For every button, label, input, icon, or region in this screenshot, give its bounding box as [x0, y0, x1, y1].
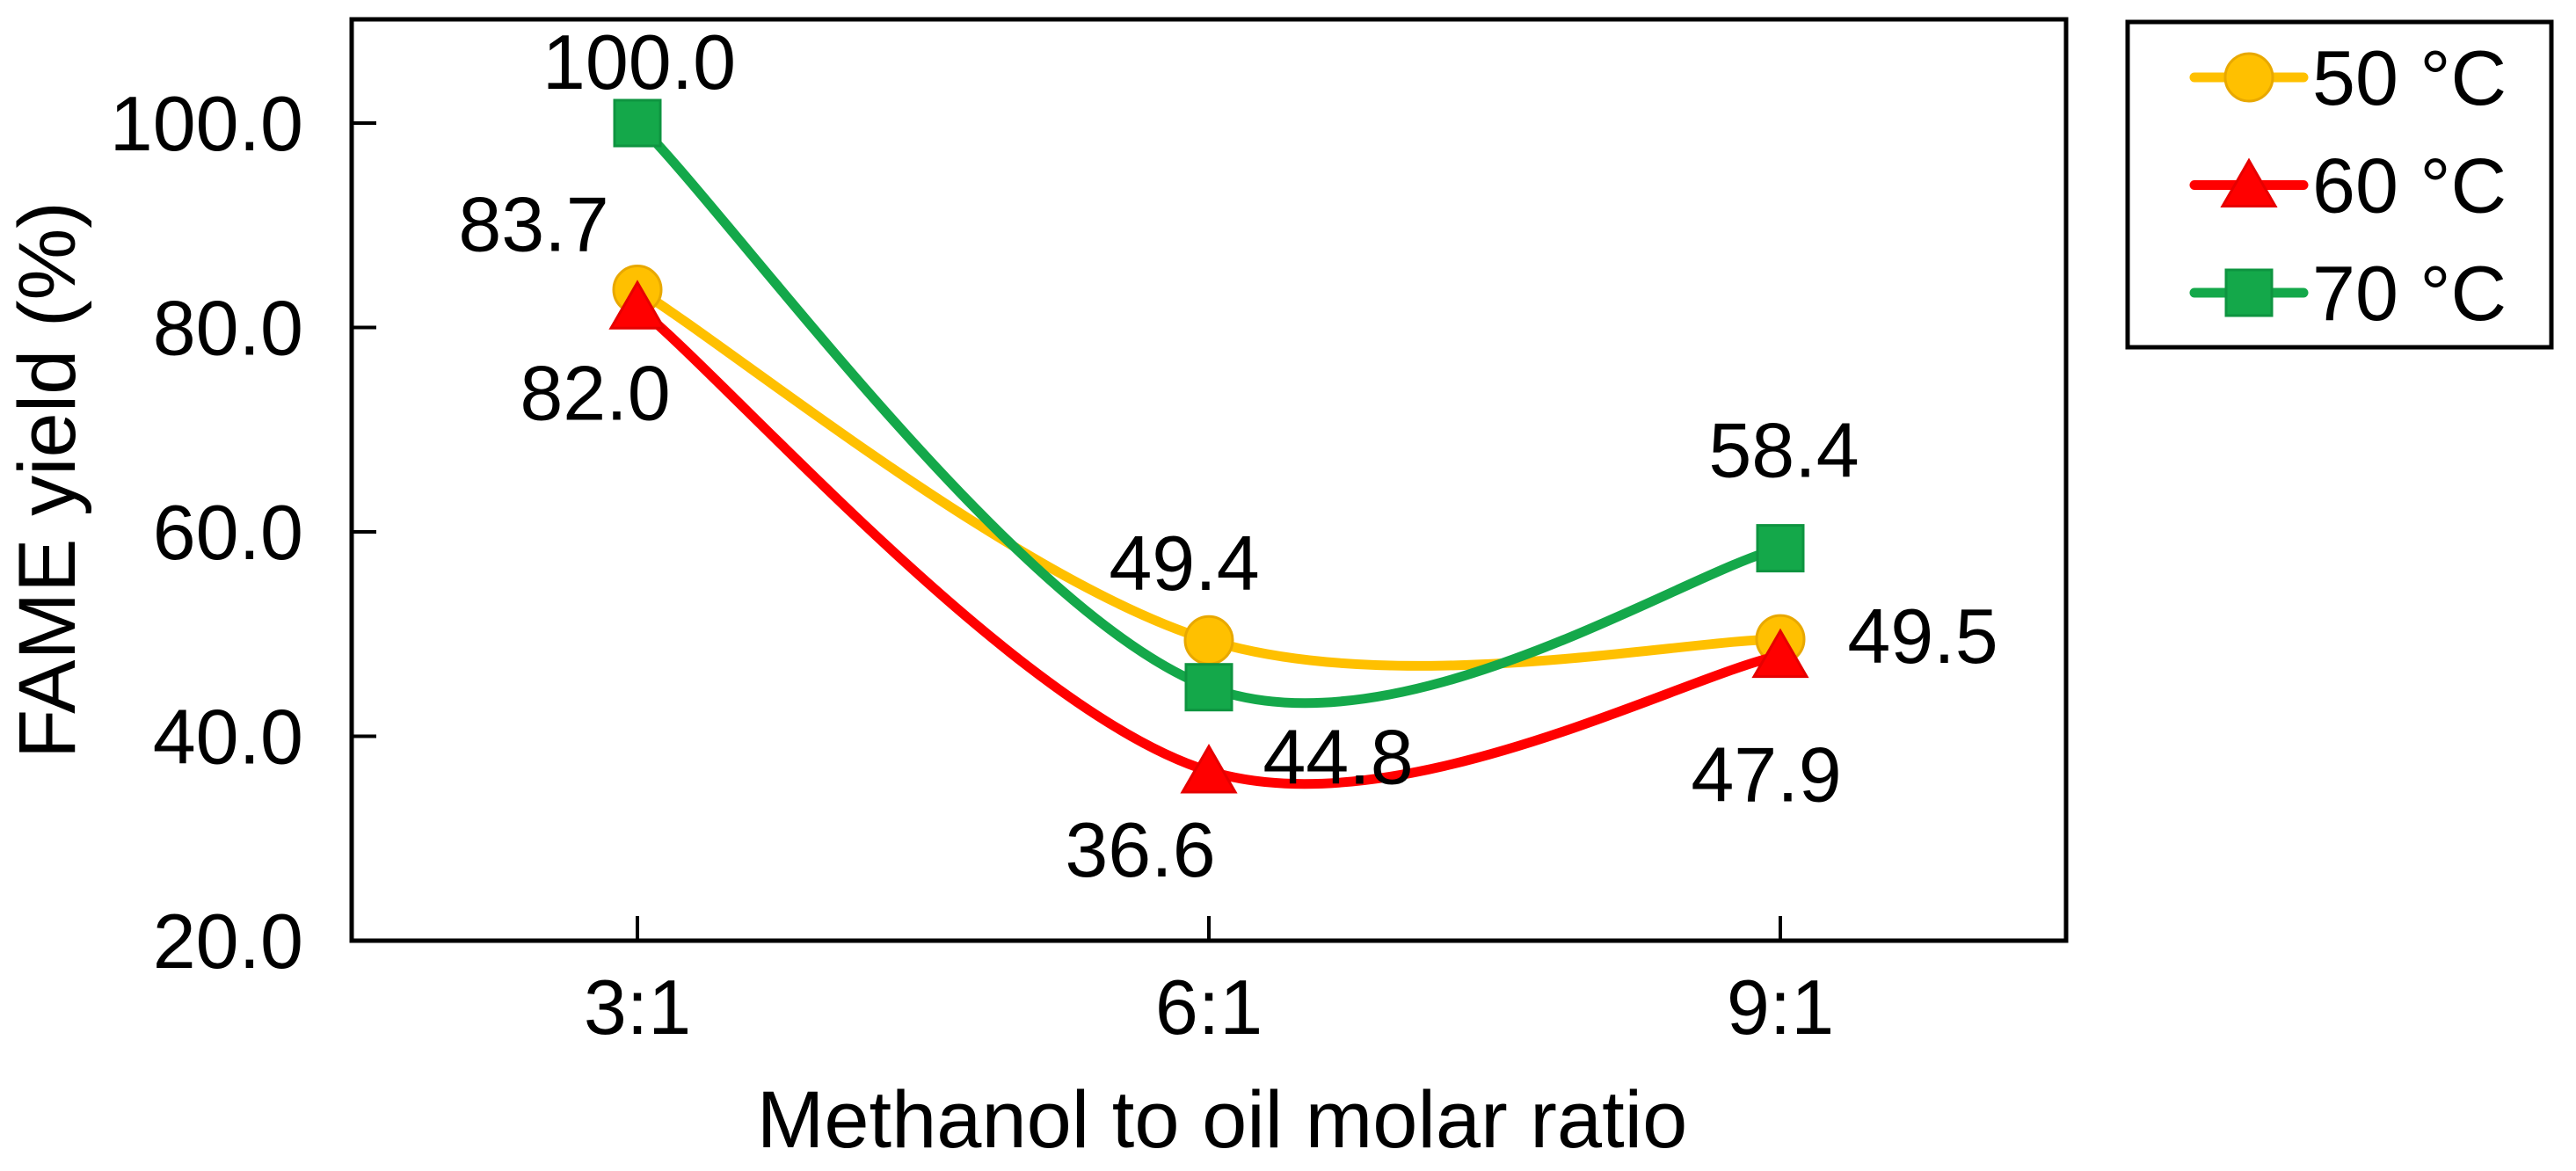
data-label: 58.4: [1708, 407, 1859, 494]
data-labels: 83.7 49.4 49.5 82.0 36.6 47.9 100.0 44.8 58.4: [458, 18, 1997, 893]
y-tick-label: 100.0: [110, 80, 303, 167]
legend-label: 70 °C: [2312, 250, 2507, 337]
legend-item: 70 °C: [2189, 250, 2507, 337]
data-point-marker-circle: [1183, 615, 1234, 666]
data-point-marker-square: [2224, 268, 2274, 317]
series-70°C: [613, 98, 1805, 712]
legend: 50 °C 60 °C 70 °C: [2125, 19, 2554, 350]
series-lines-and-markers: [608, 98, 1809, 794]
legend-item: 50 °C: [2189, 34, 2507, 121]
series-60°C: [608, 280, 1809, 794]
data-point-marker-square: [1756, 524, 1805, 573]
y-tick-label: 60.0: [153, 489, 303, 576]
data-point-marker-circle: [2223, 52, 2274, 103]
data-point-marker-triangle: [608, 280, 666, 330]
y-tick-label: 20.0: [153, 898, 303, 985]
axis-ticks: 20.0 40.0 60.0 80.0 100.0 3:1 6:1 9:1: [110, 80, 1834, 1051]
data-label: 47.9: [1691, 731, 1841, 818]
data-label: 49.5: [1847, 593, 1997, 680]
y-axis-title: FAME yield (%): [3, 201, 92, 759]
legend-rows: 50 °C 60 °C 70 °C: [2189, 34, 2507, 337]
data-label: 100.0: [542, 18, 736, 105]
data-label: 83.7: [458, 180, 608, 267]
x-tick-label: 9:1: [1727, 964, 1834, 1051]
data-point-marker-square: [1184, 663, 1233, 712]
data-point-marker-triangle: [1751, 628, 1809, 679]
data-label: 49.4: [1109, 520, 1259, 607]
y-tick-label: 40.0: [153, 694, 303, 781]
x-axis-title: Methanol to oil molar ratio: [757, 1075, 1688, 1165]
legend-label: 60 °C: [2312, 142, 2507, 229]
data-label: 36.6: [1065, 806, 1215, 893]
legend-item: 60 °C: [2189, 142, 2507, 229]
x-tick-label: 3:1: [584, 964, 691, 1051]
legend-label: 50 °C: [2312, 34, 2507, 121]
data-label: 82.0: [520, 349, 670, 436]
data-point-marker-triangle: [1180, 744, 1238, 794]
data-point-marker-triangle: [2220, 157, 2278, 207]
y-tick-label: 80.0: [153, 285, 303, 372]
x-tick-label: 6:1: [1155, 964, 1263, 1051]
data-point-marker-square: [613, 98, 662, 148]
data-label: 44.8: [1263, 714, 1413, 801]
